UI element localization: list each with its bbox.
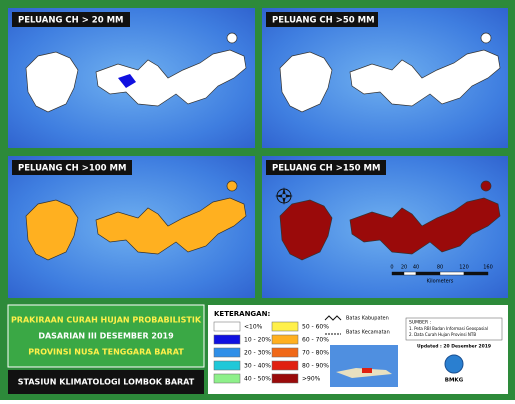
scale-segment — [415, 271, 441, 276]
scale-tick: 80 — [437, 265, 443, 271]
boundary-label: Batas Kecamatan — [346, 330, 390, 336]
legend-swatch — [271, 321, 299, 332]
legend-label: 80 - 90% — [302, 363, 329, 370]
panel-title: PELUANG CH >100 MM — [18, 164, 126, 174]
source-title: SUMBER : — [409, 320, 431, 326]
map-panel: PELUANG CH >100 MM — [8, 156, 255, 298]
legend-swatch — [271, 360, 299, 371]
legend-title: KETERANGAN: — [214, 310, 270, 318]
updated: Updated : 20 Desember 2019 — [417, 344, 491, 350]
panel-title: PELUANG CH >50 MM — [272, 16, 375, 26]
inset-highlight — [362, 368, 372, 373]
legend-swatch — [213, 360, 241, 371]
legend-swatch — [271, 347, 299, 358]
info-line: PROVINSI NUSA TENGGARA BARAT — [28, 348, 184, 357]
map-panel: PELUANG CH >50 MM — [262, 8, 508, 148]
source-box — [400, 305, 508, 394]
legend-label: >90% — [302, 376, 321, 383]
boundary-symbol — [324, 315, 342, 321]
panel-title: PELUANG CH > 20 MM — [18, 16, 124, 26]
logo — [444, 354, 464, 374]
info-line: PRAKIRAAN CURAH HUJAN PROBABILISTIK — [11, 316, 202, 325]
scale-tick: 20 — [401, 265, 407, 271]
info-line: DASARIAN III DESEMBER 2019 — [38, 332, 174, 341]
legend-swatch — [213, 334, 241, 345]
legend-label: 40 - 50% — [244, 376, 271, 383]
scale-segment — [403, 271, 417, 276]
scale-segment — [391, 271, 405, 276]
map-panel: PELUANG CH >150 MM 0 20 40 80 120 160 Kilomete… — [262, 156, 508, 298]
legend-label: 60 - 70% — [302, 337, 329, 344]
map-panel: PELUANG CH > 20 MM — [8, 8, 255, 148]
legend-swatch — [213, 321, 241, 332]
legend-swatch — [213, 373, 241, 384]
legend-label: 70 - 80% — [302, 350, 329, 357]
legend-label: <10% — [244, 324, 263, 331]
inset-map — [330, 345, 398, 387]
boundary-label: Batas Kabupaten — [346, 316, 389, 322]
source-line: 1. Peta RBI Badan Informasi Geospasial — [409, 326, 488, 331]
scale-tick: 120 — [459, 265, 469, 271]
scale-tick: 0 — [390, 265, 393, 271]
scale-segment — [463, 271, 489, 276]
legend: <10% 10 - 20% 20 - 30% 30 - 40% 40 - 50% 50 -… — [213, 321, 329, 384]
legend-label: 50 - 60% — [302, 324, 329, 331]
legend-label: 20 - 30% — [244, 350, 271, 357]
scale-bar: 0 20 40 80 120 160 Kilometers — [390, 265, 492, 285]
info-box — [7, 304, 205, 368]
station-box — [8, 370, 204, 394]
scale-tick: 40 — [413, 265, 419, 271]
legend-swatch — [271, 334, 299, 345]
panel-title: PELUANG CH >150 MM — [272, 164, 380, 174]
legend-swatch — [271, 373, 299, 384]
source-line: 2. Data Curah Hujan Provinsi NTB — [409, 332, 476, 337]
legend-label: 10 - 20% — [244, 337, 271, 344]
scale-tick: 160 — [483, 265, 493, 271]
logo-text: BMKG — [445, 378, 464, 384]
scale-unit: Kilometers — [427, 279, 454, 285]
compass — [275, 187, 293, 205]
scale-segment — [439, 271, 465, 276]
legend-label: 30 - 40% — [244, 363, 271, 370]
station: STASIUN KLIMATOLOGI LOMBOK BARAT — [18, 378, 195, 387]
legend-swatch — [213, 347, 241, 358]
